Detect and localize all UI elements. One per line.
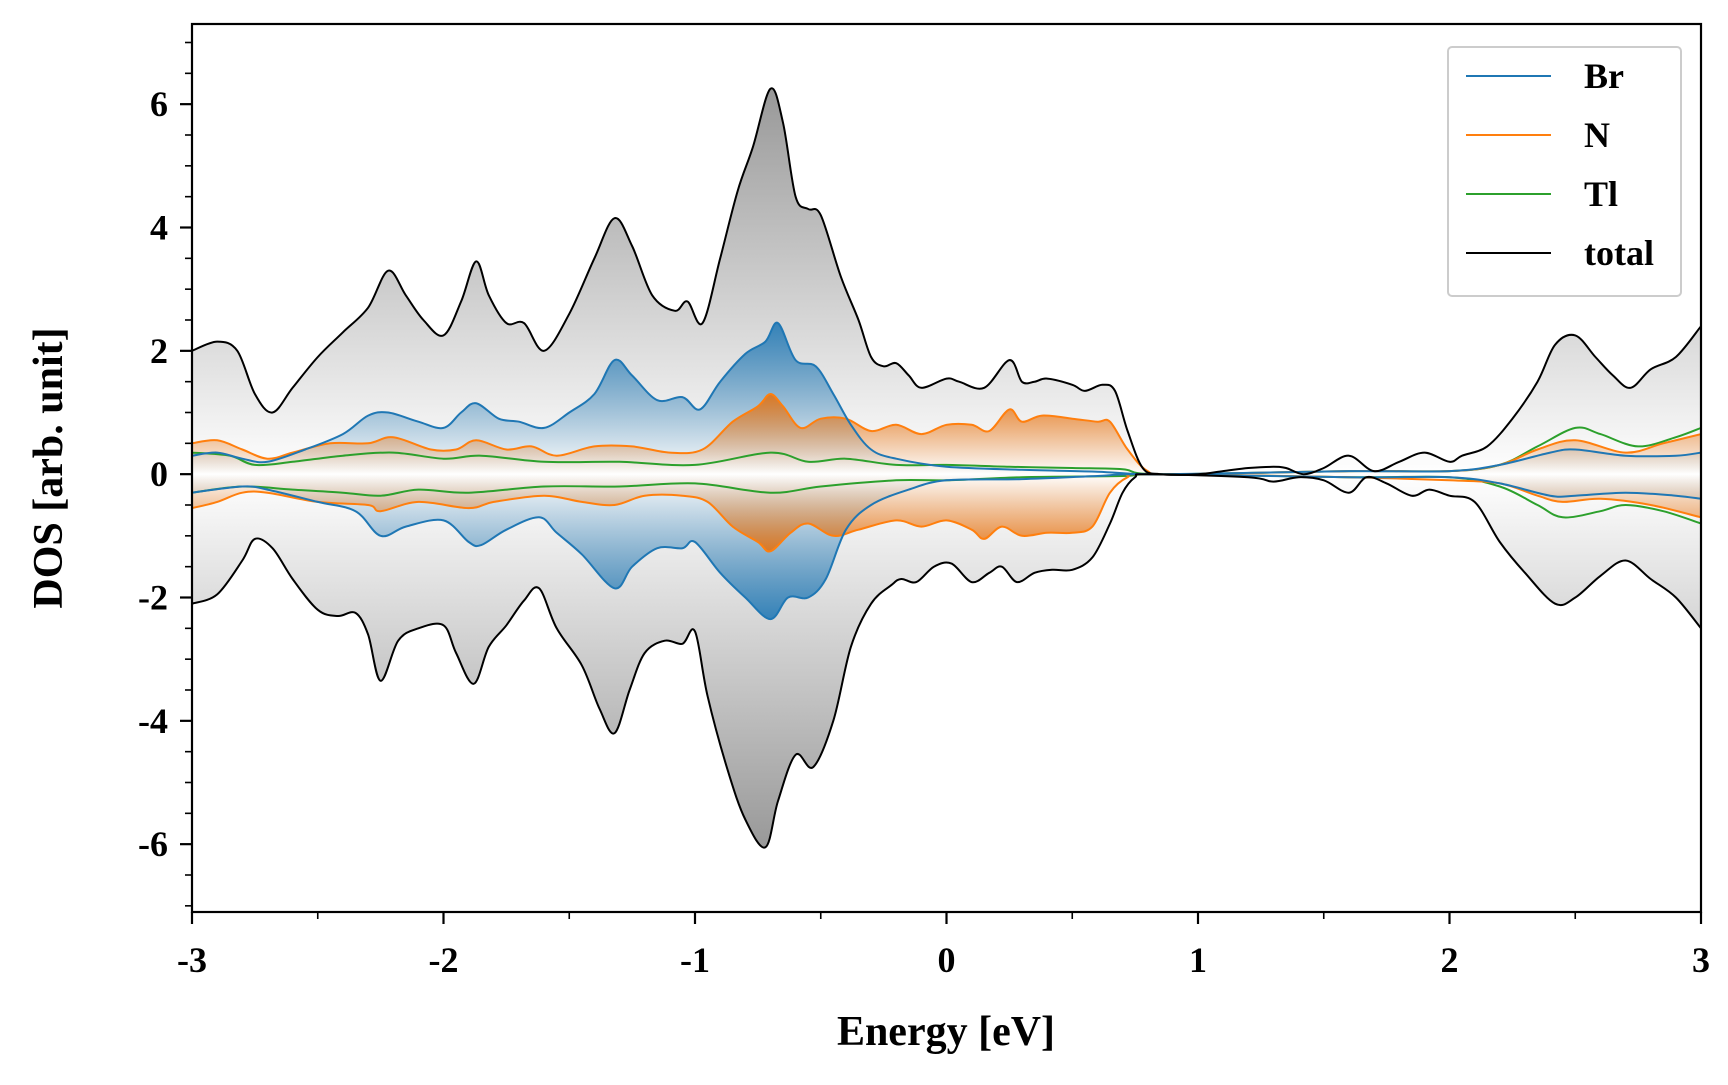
y-tick-label: -6 xyxy=(138,824,168,864)
fill-n-down xyxy=(192,474,1701,552)
y-axis-label: DOS [arb. unit] xyxy=(26,327,72,608)
y-tick-label: 6 xyxy=(150,84,168,124)
fill-total-up xyxy=(192,88,1701,475)
y-tick-label: -4 xyxy=(138,701,168,741)
x-tick-label: -2 xyxy=(429,940,459,980)
x-axis-label: Energy [eV] xyxy=(837,1009,1055,1055)
fill-br-up xyxy=(192,322,1701,475)
series-lines xyxy=(192,87,1701,849)
legend-label-total: total xyxy=(1584,233,1654,273)
y-tick-label: 0 xyxy=(150,454,168,494)
legend-label-tl: Tl xyxy=(1584,174,1618,214)
line-tl-up xyxy=(192,426,1701,476)
y-tick-label: 4 xyxy=(150,208,168,248)
x-tick-label: -1 xyxy=(680,940,710,980)
y-tick-label: 2 xyxy=(150,331,168,371)
line-total-up xyxy=(192,87,1701,476)
x-tick-label: -3 xyxy=(177,940,207,980)
legend-label-n: N xyxy=(1584,115,1610,155)
fill-br-down xyxy=(192,474,1701,620)
x-tick-label: 3 xyxy=(1692,940,1710,980)
line-total-down xyxy=(192,473,1701,849)
axes: -3 -2 -1 0 1 2 3 -6 -4 -2 0 2 4 6 xyxy=(138,41,1710,980)
line-br-up xyxy=(192,321,1701,476)
legend-label-br: Br xyxy=(1584,56,1624,96)
y-tick-label: -2 xyxy=(138,578,168,618)
fill-total-down xyxy=(192,474,1701,848)
x-tick-label: 1 xyxy=(1189,940,1207,980)
line-br-down xyxy=(192,473,1701,621)
legend: Br N Tl total xyxy=(1447,46,1682,297)
x-tick-label: 0 xyxy=(938,940,956,980)
legend-box xyxy=(1447,46,1682,297)
x-tick-label: 2 xyxy=(1441,940,1459,980)
